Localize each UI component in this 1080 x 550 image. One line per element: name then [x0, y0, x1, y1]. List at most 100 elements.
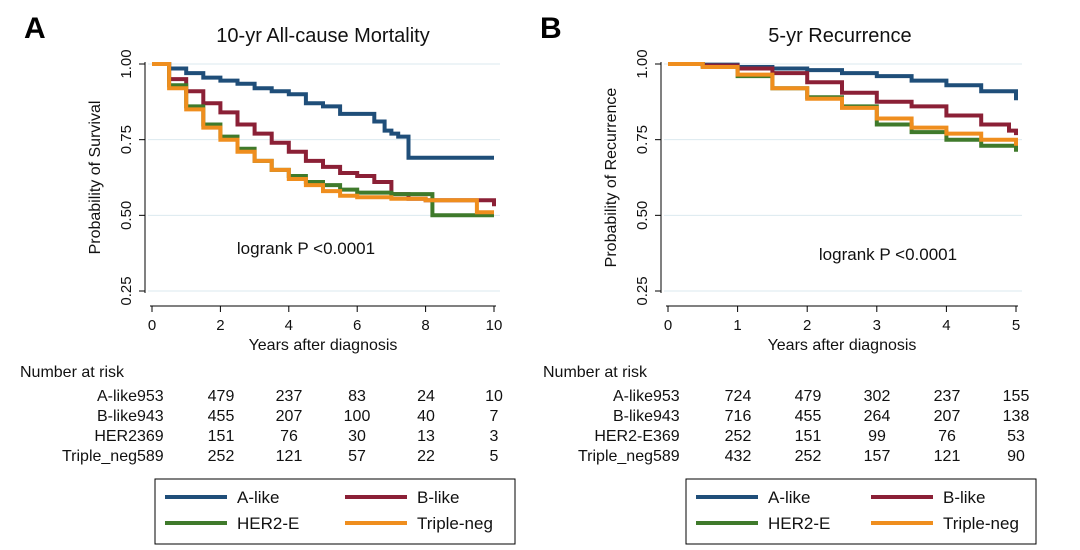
risk-cell: 7: [490, 408, 499, 425]
x-tick-label: 3: [873, 317, 881, 334]
legend-box: [685, 478, 1037, 545]
risk-cell: 99: [868, 428, 886, 445]
y-tick-label: 0.75: [634, 125, 651, 154]
risk-cell: 432: [725, 448, 752, 465]
risk-cell: 953: [653, 388, 680, 405]
x-tick-label: 4: [942, 317, 950, 334]
risk-cell: 155: [1003, 388, 1030, 405]
risk-cell: 207: [276, 408, 303, 425]
x-axis-label: Years after diagnosis: [249, 337, 398, 354]
legend-label: HER2-E: [768, 514, 830, 533]
panel-letter: B: [540, 12, 562, 45]
y-tick-label: 0.50: [634, 201, 651, 230]
y-tick-label: 0.25: [634, 276, 651, 305]
x-axis-label: Years after diagnosis: [768, 337, 917, 354]
chart-title: 10-yr All-cause Mortality: [216, 25, 429, 47]
risk-cell: 479: [795, 388, 822, 405]
panel-letter: A: [24, 12, 46, 45]
y-tick-label: 1.00: [634, 49, 651, 78]
x-tick-label: 5: [1012, 317, 1020, 334]
x-tick-label: 2: [803, 317, 811, 334]
risk-row-label: HER2-E: [594, 428, 653, 445]
risk-cell: 237: [276, 388, 303, 405]
legend-label: HER2-E: [237, 514, 299, 533]
risk-cell: 369: [653, 428, 680, 445]
series-line-a-like: [152, 62, 494, 160]
risk-cell: 264: [864, 408, 891, 425]
risk-cell: 455: [208, 408, 235, 425]
risk-cell: 90: [1007, 448, 1025, 465]
risk-cell: 151: [795, 428, 822, 445]
x-tick-label: 6: [353, 317, 361, 334]
risk-cell: 953: [137, 388, 164, 405]
legend-label: Triple-neg: [943, 514, 1019, 533]
x-tick-label: 2: [216, 317, 224, 334]
series-line-triple-neg: [668, 62, 1018, 146]
risk-row-label: A-like: [97, 388, 137, 405]
risk-cell: 121: [934, 448, 961, 465]
risk-cell: 13: [417, 428, 435, 445]
y-tick-label: 0.50: [118, 201, 135, 230]
legend-box: [154, 478, 516, 545]
risk-cell: 53: [1007, 428, 1025, 445]
risk-cell: 943: [653, 408, 680, 425]
risk-cell: 207: [934, 408, 961, 425]
risk-cell: 237: [934, 388, 961, 405]
risk-cell: 252: [725, 428, 752, 445]
legend-label: B-like: [417, 488, 460, 507]
risk-cell: 24: [417, 388, 435, 405]
risk-table-heading: Number at risk: [20, 364, 125, 381]
x-tick-label: 10: [486, 317, 503, 334]
risk-cell: 369: [137, 428, 164, 445]
y-tick-label: 1.00: [118, 49, 135, 78]
y-axis-label: Probability of Survival: [87, 101, 104, 255]
risk-table-heading: Number at risk: [543, 364, 648, 381]
risk-cell: 724: [725, 388, 752, 405]
risk-cell: 121: [276, 448, 303, 465]
y-tick-label: 0.25: [118, 276, 135, 305]
risk-cell: 40: [417, 408, 435, 425]
risk-cell: 252: [795, 448, 822, 465]
legend: A-like B-like HER2-E Triple-neg: [685, 478, 1037, 545]
risk-cell: 943: [137, 408, 164, 425]
x-tick-label: 8: [421, 317, 429, 334]
legend-label: Triple-neg: [417, 514, 493, 533]
x-tick-label: 0: [148, 317, 156, 334]
risk-cell: 302: [864, 388, 891, 405]
risk-cell: 10: [485, 388, 503, 405]
risk-row-label: A-like: [613, 388, 653, 405]
risk-cell: 76: [280, 428, 298, 445]
x-tick-label: 4: [285, 317, 293, 334]
risk-cell: 455: [795, 408, 822, 425]
legend-label: B-like: [943, 488, 986, 507]
risk-cell: 57: [348, 448, 366, 465]
risk-row-label: B-like: [613, 408, 653, 425]
logrank-annotation: logrank P <0.0001: [819, 245, 957, 264]
risk-cell: 30: [348, 428, 366, 445]
risk-cell: 83: [348, 388, 366, 405]
x-tick-label: 1: [733, 317, 741, 334]
y-axis-label: Probability of Recurrence: [603, 88, 620, 268]
risk-cell: 716: [725, 408, 752, 425]
risk-cell: 138: [1003, 408, 1030, 425]
y-tick-label: 0.75: [118, 125, 135, 154]
risk-cell: 589: [653, 448, 680, 465]
logrank-annotation: logrank P <0.0001: [237, 239, 375, 258]
legend: A-like B-like HER2-E Triple-neg: [154, 478, 516, 545]
series-line-triple-neg: [152, 62, 494, 215]
risk-cell: 157: [864, 448, 891, 465]
risk-cell: 479: [208, 388, 235, 405]
risk-cell: 76: [938, 428, 956, 445]
panel-a: A 10-yr All-cause Mortality 0.25 0.50 0.75 1.…: [20, 12, 516, 545]
risk-row-label: Triple_neg: [578, 448, 653, 465]
risk-row-label: Triple_neg: [62, 448, 137, 465]
risk-cell: 589: [137, 448, 164, 465]
risk-cell: 22: [417, 448, 435, 465]
legend-label: A-like: [768, 488, 811, 507]
risk-cell: 151: [208, 428, 235, 445]
risk-row-label: HER2: [94, 428, 137, 445]
chart-title: 5-yr Recurrence: [768, 25, 911, 47]
panel-b: B 5-yr Recurrence 0.25 0.50 0.75 1.00 Probabil…: [540, 12, 1037, 545]
legend-label: A-like: [237, 488, 280, 507]
